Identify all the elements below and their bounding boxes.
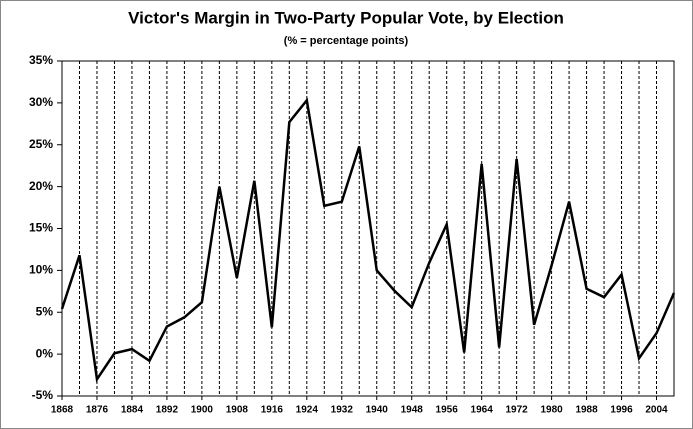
x-tick-label: 1892: [156, 405, 179, 416]
data-line: [60, 97, 676, 383]
plot-border: [61, 60, 675, 397]
x-tick-label: 1988: [575, 405, 598, 416]
x-tick-label: 1972: [506, 405, 529, 416]
y-tick-label: 30%: [29, 95, 53, 109]
y-tick-label: 5%: [36, 304, 54, 318]
x-tick-label: 1940: [366, 405, 389, 416]
x-tick-label: 2004: [645, 405, 668, 416]
x-tick-label: 1964: [471, 405, 494, 416]
x-tick-label: 1900: [191, 405, 214, 416]
x-tick-label: 1908: [226, 405, 249, 416]
x-tick-label: 1876: [86, 405, 109, 416]
y-tick-label: 35%: [29, 53, 53, 67]
chart-subtitle: (% = percentage points): [284, 35, 409, 47]
x-tick-label: 1924: [296, 405, 319, 416]
y-tick-label: 10%: [29, 263, 53, 277]
x-tick-label: 1956: [436, 405, 459, 416]
y-tick-label: 15%: [29, 221, 53, 235]
x-tick-label: 1916: [261, 405, 284, 416]
y-tick-label: 25%: [29, 137, 53, 151]
x-tick-label: 1884: [121, 405, 144, 416]
x-tick-label: 1996: [610, 405, 633, 416]
x-tick-label: 1980: [540, 405, 563, 416]
x-tick-label: 1948: [401, 405, 424, 416]
chart-title: Victor's Margin in Two-Party Popular Vot…: [128, 8, 564, 27]
y-tick-label: 20%: [29, 179, 53, 193]
plot-area: [62, 61, 674, 396]
x-tick-label: 1868: [51, 405, 74, 416]
y-tick-label: 0%: [36, 346, 54, 360]
y-tick-label: -5%: [32, 388, 54, 402]
x-tick-label: 1932: [331, 405, 354, 416]
